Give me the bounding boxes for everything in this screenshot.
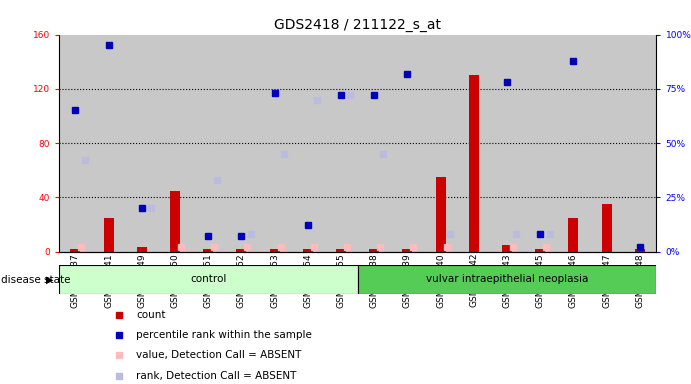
Bar bbox=[125, 35, 158, 252]
Bar bbox=[557, 35, 590, 252]
Bar bbox=[269, 249, 280, 252]
Bar bbox=[59, 35, 92, 252]
Text: ▶: ▶ bbox=[46, 275, 53, 285]
Bar bbox=[569, 218, 578, 252]
Bar bbox=[602, 204, 612, 252]
Text: control: control bbox=[190, 274, 227, 285]
Bar bbox=[402, 249, 413, 252]
Text: value, Detection Call = ABSENT: value, Detection Call = ABSENT bbox=[136, 350, 302, 360]
Bar bbox=[468, 75, 479, 252]
Text: count: count bbox=[136, 310, 166, 320]
Bar bbox=[357, 35, 391, 252]
Bar bbox=[104, 218, 113, 252]
Bar bbox=[435, 177, 446, 252]
Bar bbox=[457, 35, 491, 252]
Bar bbox=[258, 35, 291, 252]
Bar bbox=[536, 249, 545, 252]
Bar bbox=[170, 190, 180, 252]
Bar bbox=[491, 35, 524, 252]
Bar bbox=[635, 249, 645, 252]
Bar bbox=[291, 35, 324, 252]
Bar bbox=[59, 265, 358, 294]
Bar bbox=[424, 35, 457, 252]
Bar bbox=[336, 249, 346, 252]
Bar bbox=[303, 249, 313, 252]
Bar bbox=[502, 245, 512, 252]
Bar bbox=[92, 35, 125, 252]
Bar bbox=[137, 247, 146, 252]
Title: GDS2418 / 211122_s_at: GDS2418 / 211122_s_at bbox=[274, 18, 441, 32]
Text: disease state: disease state bbox=[1, 275, 70, 285]
Text: rank, Detection Call = ABSENT: rank, Detection Call = ABSENT bbox=[136, 371, 297, 381]
Bar bbox=[358, 265, 656, 294]
Bar bbox=[369, 249, 379, 252]
Bar bbox=[324, 35, 357, 252]
Bar bbox=[623, 35, 656, 252]
Bar bbox=[191, 35, 225, 252]
Bar bbox=[203, 249, 213, 252]
Bar bbox=[590, 35, 623, 252]
Bar bbox=[225, 35, 258, 252]
Bar bbox=[524, 35, 557, 252]
Bar bbox=[391, 35, 424, 252]
Bar bbox=[158, 35, 191, 252]
Bar bbox=[236, 249, 247, 252]
Bar bbox=[70, 249, 80, 252]
Text: vulvar intraepithelial neoplasia: vulvar intraepithelial neoplasia bbox=[426, 274, 588, 285]
Text: percentile rank within the sample: percentile rank within the sample bbox=[136, 330, 312, 340]
